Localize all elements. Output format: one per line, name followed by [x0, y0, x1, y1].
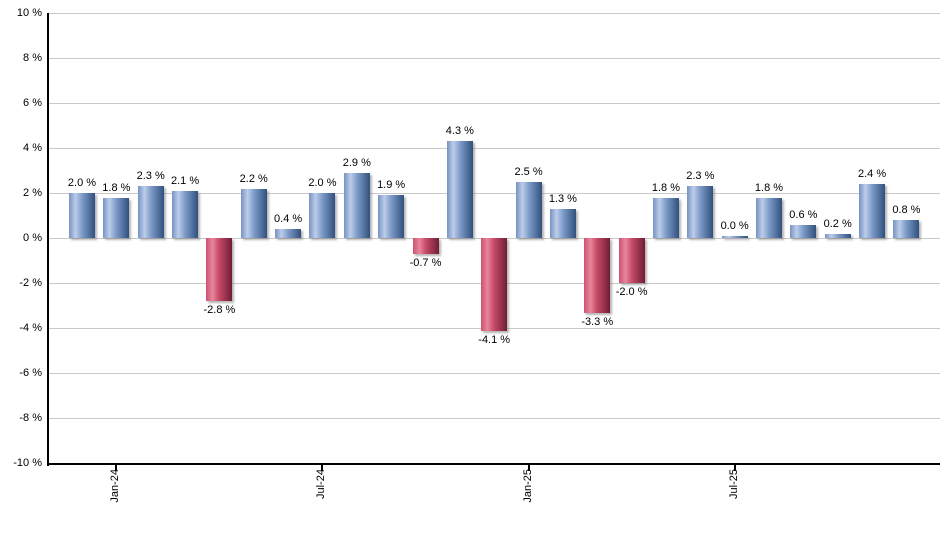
gridline: [49, 57, 940, 59]
bar-negative: [584, 238, 611, 313]
bar-value-label: 1.9 %: [377, 179, 406, 192]
bar-positive: [790, 224, 817, 239]
bar-value-label: 2.0 %: [67, 177, 97, 190]
bar-value-label: 0.0 %: [720, 220, 749, 233]
x-axis-tick-label: Jul-24: [315, 469, 328, 499]
x-axis-tick: [321, 463, 324, 471]
bar-negative: [412, 238, 439, 255]
x-axis-tick-label: Jan-25: [521, 469, 534, 503]
x-axis-tick: [733, 463, 736, 471]
bar-value-label: -3.3 %: [581, 315, 614, 328]
gridline: [49, 147, 940, 149]
bar-value-label: 2.3 %: [136, 170, 165, 183]
bar-value-label: -2.8 %: [203, 304, 236, 317]
gridline: [49, 12, 940, 14]
bar-value-label: 2.3 %: [686, 170, 715, 183]
bar-positive: [275, 229, 302, 239]
bar-value-label: 0.6 %: [789, 208, 818, 221]
bar-negative: [618, 238, 645, 284]
y-axis-tick-label: -4 %: [19, 321, 42, 334]
bar-positive: [859, 184, 886, 239]
x-axis-tick-label: Jan-24: [109, 469, 122, 503]
bar-value-label: 4.3 %: [445, 125, 474, 138]
bar-value-label: -4.1 %: [478, 333, 511, 346]
bar-value-label: 1.3 %: [548, 192, 577, 205]
x-axis-tick: [527, 463, 530, 471]
bar-negative: [206, 238, 233, 302]
x-axis-tick: [115, 463, 118, 471]
bar-value-label: 2.5 %: [514, 165, 543, 178]
bar-negative: [481, 238, 508, 331]
bar-value-label: 1.8 %: [754, 181, 784, 194]
y-axis-tick-label: 10 %: [16, 6, 42, 19]
bar-value-label: 2.4 %: [857, 168, 887, 181]
y-axis-line: [47, 13, 49, 466]
bar-value-label: 2.9 %: [342, 156, 371, 169]
bar-value-label: 2.1 %: [170, 174, 200, 187]
bar-positive: [549, 208, 576, 239]
bar-positive: [756, 197, 782, 239]
bar-positive: [687, 186, 714, 239]
bar-positive: [172, 190, 199, 239]
bar-value-label: 1.8 %: [102, 181, 131, 194]
y-axis-tick-label: -2 %: [19, 276, 42, 289]
gridline: [49, 372, 940, 374]
gridline: [49, 417, 940, 419]
bar-value-label: 0.4 %: [274, 213, 303, 226]
y-axis-tick-label: 6 %: [23, 96, 42, 109]
y-axis-tick-label: -8 %: [19, 411, 42, 424]
y-axis-tick-label: 2 %: [23, 186, 42, 199]
bar-value-label: 0.8 %: [892, 204, 921, 217]
bar-positive: [721, 236, 748, 239]
bar-positive: [824, 233, 851, 239]
bar-value-label: 0.2 %: [823, 217, 852, 230]
bar-value-label: 2.0 %: [308, 177, 337, 190]
bar-positive: [652, 197, 679, 239]
bar-positive: [240, 188, 267, 239]
gridline: [49, 102, 940, 104]
x-axis-tick-label: Jul-25: [727, 469, 740, 499]
gridline: [49, 192, 940, 194]
bar-positive: [515, 181, 542, 239]
bar-value-label: -0.7 %: [409, 257, 442, 270]
bar-positive: [893, 220, 920, 239]
bar-positive: [378, 195, 405, 239]
bar-positive: [137, 186, 164, 239]
bar-positive: [343, 172, 370, 239]
bar-value-label: 1.8 %: [651, 181, 680, 194]
bar-positive: [69, 193, 95, 239]
y-axis-tick-label: 4 %: [23, 141, 42, 154]
bar-value-label: -2.0 %: [615, 286, 648, 299]
y-axis-tick-label: -10 %: [13, 457, 42, 469]
bar-positive: [309, 193, 336, 239]
bar-positive: [103, 197, 130, 239]
bar-positive: [446, 141, 473, 239]
bar-value-label: 2.2 %: [239, 172, 268, 185]
y-axis-tick-label: 0 %: [23, 231, 42, 244]
y-axis-tick-label: -6 %: [19, 366, 42, 379]
y-axis-tick-label: 8 %: [23, 51, 42, 64]
x-axis-line: [47, 463, 940, 465]
